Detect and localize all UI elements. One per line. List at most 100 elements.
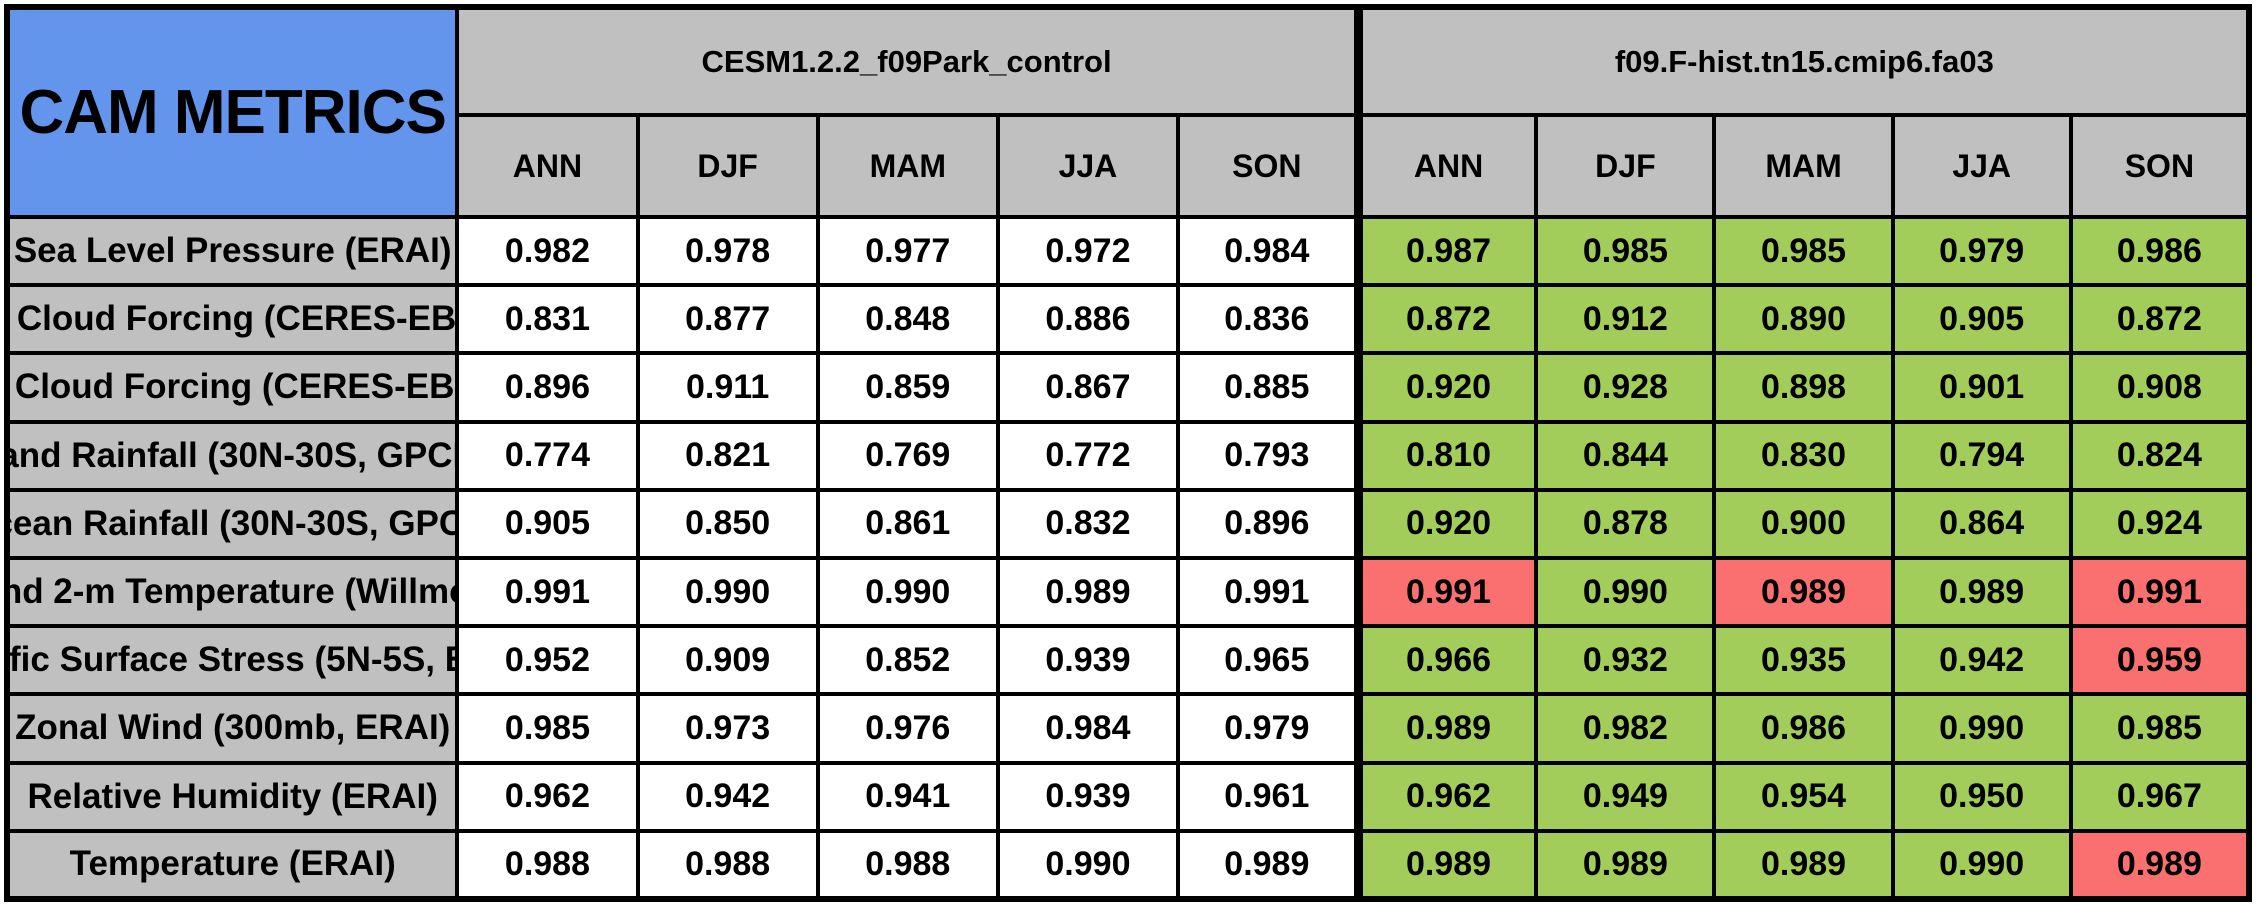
season-header: ANN [455, 113, 640, 219]
test-value-cell: 0.987 [1353, 214, 1539, 288]
season-header: JJA [995, 113, 1181, 219]
control-value-cell: 0.852 [815, 624, 1000, 697]
control-value-cell: 0.942 [635, 760, 820, 833]
test-value-cell: 0.989 [2068, 828, 2252, 902]
metric-row-label: Pacific Surface Stress (5N-5S, ERS) [4, 624, 460, 697]
control-value-cell: 0.941 [815, 760, 1000, 833]
control-value-cell: 0.905 [455, 487, 640, 560]
control-value-cell: 0.978 [635, 214, 820, 288]
control-value-cell: 0.988 [635, 828, 820, 902]
metric-row-label-text: Temperature (ERAI) [69, 844, 396, 884]
test-value-cell: 0.986 [2068, 214, 2252, 288]
test-value-cell: 0.967 [2068, 760, 2252, 833]
control-value-cell: 0.989 [995, 555, 1181, 629]
control-value-cell: 0.850 [635, 487, 820, 560]
table-title-cell: CAM METRICS [4, 5, 460, 219]
test-value-cell: 0.844 [1534, 419, 1717, 492]
test-value-cell: 0.864 [1890, 487, 2073, 560]
control-value-cell: 0.886 [995, 283, 1181, 356]
test-value-cell: 0.985 [2068, 692, 2252, 765]
control-value-cell: 0.896 [1176, 487, 1361, 560]
test-value-cell: 0.966 [1353, 624, 1539, 697]
test-value-cell: 0.794 [1890, 419, 2073, 492]
control-value-cell: 0.982 [455, 214, 640, 288]
control-value-cell: 0.861 [815, 487, 1000, 560]
control-value-cell: 0.965 [1176, 624, 1361, 697]
control-value-cell: 0.772 [995, 419, 1181, 492]
control-value-cell: 0.962 [455, 760, 640, 833]
control-value-cell: 0.990 [815, 555, 1000, 629]
season-header: JJA [1890, 113, 2073, 219]
control-value-cell: 0.774 [455, 419, 640, 492]
control-value-cell: 0.988 [455, 828, 640, 902]
metric-row-label-text: Zonal Wind (300mb, ERAI) [15, 708, 451, 748]
season-header: MAM [815, 113, 1000, 219]
cam-metrics-table: CAM METRICS CESM1.2.2_f09Park_control f0… [4, 4, 2252, 902]
control-value-cell: 0.972 [995, 214, 1181, 288]
test-value-cell: 0.954 [1712, 760, 1895, 833]
test-value-cell: 0.898 [1712, 351, 1895, 424]
test-value-cell: 0.810 [1353, 419, 1539, 492]
test-value-cell: 0.985 [1712, 214, 1895, 288]
control-value-cell: 0.939 [995, 760, 1181, 833]
control-value-cell: 0.961 [1176, 760, 1361, 833]
test-value-cell: 0.872 [2068, 283, 2252, 356]
test-value-cell: 0.985 [1534, 214, 1717, 288]
metric-row-label-text: Ocean Rainfall (30N-30S, GPCP) [11, 503, 453, 543]
control-value-cell: 0.911 [635, 351, 820, 424]
control-value-cell: 0.984 [1176, 214, 1361, 288]
test-value-cell: 0.942 [1890, 624, 2073, 697]
test-value-cell: 0.962 [1353, 760, 1539, 833]
metric-row: Land Rainfall (30N-30S, GPCP)0.7740.8210… [4, 419, 2252, 492]
control-value-cell: 0.977 [815, 214, 1000, 288]
test-value-cell: 0.901 [1890, 351, 2073, 424]
metric-row-label: Land Rainfall (30N-30S, GPCP) [4, 419, 460, 492]
metric-row-label-text: Relative Humidity (ERAI) [27, 776, 438, 816]
test-value-cell: 0.872 [1353, 283, 1539, 356]
metric-row: Land 2-m Temperature (Willmott)0.9910.99… [4, 555, 2252, 629]
control-value-cell: 0.976 [815, 692, 1000, 765]
test-value-cell: 0.990 [1890, 828, 2073, 902]
control-value-cell: 0.990 [635, 555, 820, 629]
control-value-cell: 0.867 [995, 351, 1181, 424]
control-value-cell: 0.769 [815, 419, 1000, 492]
metric-row-label: Sea Level Pressure (ERAI) [4, 214, 460, 288]
control-value-cell: 0.973 [635, 692, 820, 765]
metric-row-label-text: LW Cloud Forcing (CERES-EBAF) [11, 367, 455, 407]
season-header: DJF [635, 113, 820, 219]
metric-row-label-text: Land 2-m Temperature (Willmott) [11, 572, 453, 612]
season-header: SON [2068, 113, 2252, 219]
control-value-cell: 0.831 [455, 283, 640, 356]
control-value-cell: 0.877 [635, 283, 820, 356]
metric-row-label-text: SW Cloud Forcing (CERES-EBAF) [11, 299, 456, 339]
test-value-cell: 0.949 [1534, 760, 1717, 833]
control-value-cell: 0.990 [995, 828, 1181, 902]
test-value-cell: 0.950 [1890, 760, 2073, 833]
test-value-cell: 0.878 [1534, 487, 1717, 560]
test-value-cell: 0.990 [1534, 555, 1717, 629]
test-value-cell: 0.890 [1712, 283, 1895, 356]
test-value-cell: 0.928 [1534, 351, 1717, 424]
control-value-cell: 0.821 [635, 419, 820, 492]
test-value-cell: 0.920 [1353, 487, 1539, 560]
metric-row: Pacific Surface Stress (5N-5S, ERS)0.952… [4, 624, 2252, 697]
table-title: CAM METRICS [19, 78, 446, 147]
model-header-right: f09.F-hist.tn15.cmip6.fa03 [1353, 5, 2251, 117]
season-header: MAM [1712, 113, 1895, 219]
control-value-cell: 0.793 [1176, 419, 1361, 492]
metric-row-label: Land 2-m Temperature (Willmott) [4, 555, 460, 629]
control-value-cell: 0.896 [455, 351, 640, 424]
metric-row-label: Ocean Rainfall (30N-30S, GPCP) [4, 487, 460, 560]
control-value-cell: 0.985 [455, 692, 640, 765]
model-header-row: CAM METRICS CESM1.2.2_f09Park_control f0… [4, 5, 2251, 219]
test-value-cell: 0.905 [1890, 283, 2073, 356]
control-value-cell: 0.952 [455, 624, 640, 697]
test-value-cell: 0.932 [1534, 624, 1717, 697]
test-value-cell: 0.935 [1712, 624, 1895, 697]
season-header: SON [1176, 113, 1361, 219]
season-header: ANN [1353, 113, 1539, 219]
control-value-cell: 0.832 [995, 487, 1181, 560]
control-value-cell: 0.885 [1176, 351, 1361, 424]
